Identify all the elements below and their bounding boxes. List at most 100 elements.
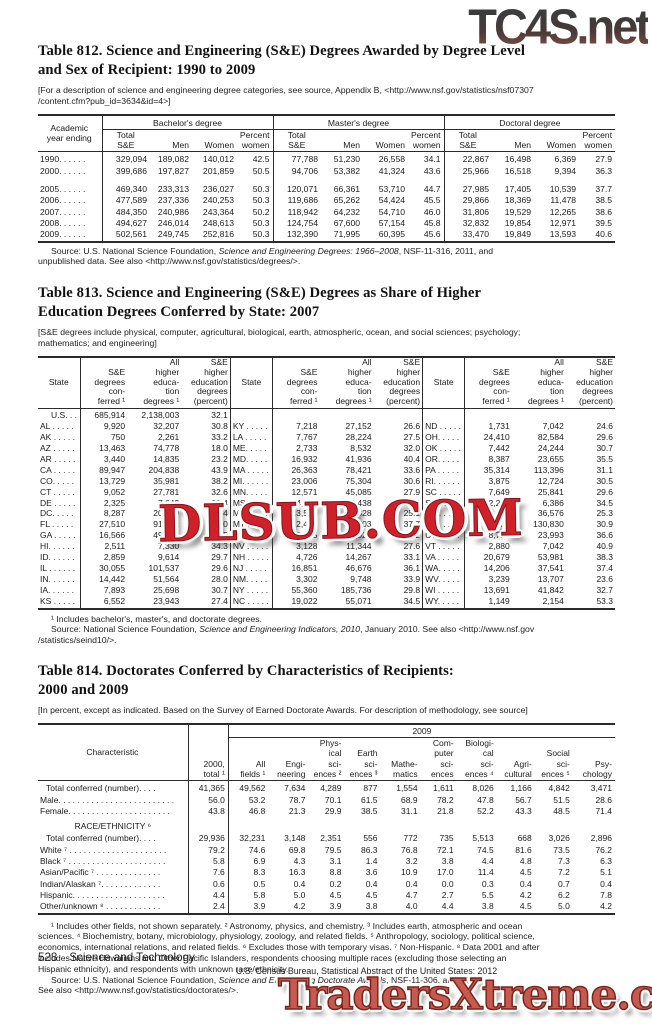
cell: 18.0 — [211, 444, 228, 453]
cell: 30.9 — [596, 520, 613, 530]
cell: 10.9 — [401, 867, 418, 878]
cell: 185,736 — [340, 585, 372, 595]
column-header: All fields ¹ — [227, 737, 269, 781]
cell: 0.0 — [441, 878, 454, 889]
cell: 477,589 — [101, 195, 150, 207]
cell: 240,253 — [202, 195, 234, 206]
column-header: Men — [172, 140, 189, 151]
source-text: , NSF-11-316, 2011, and unpublished data… — [38, 245, 494, 267]
cell: 30.5 — [596, 476, 613, 486]
cell: 29.9 — [324, 805, 342, 816]
source-text: Source: U.S. National Science Foundation… — [51, 974, 219, 985]
row-label: NE . . . . . — [229, 531, 273, 543]
cell: 33.9 — [403, 574, 421, 584]
column-header: All higher educa- tion degrees ¹ — [143, 356, 180, 407]
table-row: 2008. . . . . . 494,627 246,014 248,613 50.3… — [38, 217, 615, 230]
cell: 23.2 — [211, 454, 228, 464]
cell: 3,302 — [271, 574, 320, 586]
row-label: 2009. . . . . . — [40, 229, 86, 240]
cell: 8,787 — [464, 531, 512, 543]
table-814-source: Source: U.S. National Science Foundation… — [38, 975, 615, 997]
cell: 30.7 — [596, 444, 613, 453]
table-row: Total conferred (number). . . . 41,365 49,… — [38, 780, 615, 795]
table-row: CA . . . . . 89,947 204,838 43.9 MA . . . . … — [38, 465, 615, 477]
cell: 51.5 — [553, 794, 570, 805]
cell — [381, 817, 421, 833]
page-number: 528 — [38, 951, 58, 964]
cell: 8,387 — [464, 454, 512, 466]
cell: 4.5 — [329, 889, 342, 900]
row-label: WV. . . . . — [422, 574, 465, 586]
cell: 33.5 — [211, 531, 228, 541]
column-header: Psy- chology — [582, 758, 612, 779]
row-label: Indian/Alaskan ⁷. . . . . . . . . . . . … — [40, 878, 161, 889]
column-header: Total S&E — [101, 129, 150, 152]
cell: 27.9 — [403, 487, 421, 497]
row-label: KY . . . . . — [229, 422, 273, 434]
table-header: Characteristic 2000, total ¹ 2009 All field… — [38, 723, 615, 781]
cell: 4.7 — [405, 889, 418, 900]
table-813-section: Table 813. Science and Engineering (S&E)… — [38, 284, 615, 646]
cell: 50.3 — [252, 195, 270, 206]
cell: 4.4 — [441, 901, 454, 912]
cell: 8.3 — [227, 867, 269, 879]
cell: 12,971 — [549, 217, 577, 228]
cell: 36,576 — [537, 509, 564, 519]
cell: 32.0 — [403, 444, 421, 453]
cell: 1.4 — [365, 856, 378, 867]
cell: 9,052 — [79, 487, 128, 499]
cell: 2,511 — [79, 542, 128, 554]
cell: 78.2 — [437, 794, 454, 805]
row-label: ME. . . . . — [229, 444, 273, 455]
table-row: CT . . . . . 9,052 27,781 32.6 MN. . . . . 12… — [38, 487, 615, 499]
column-header: Men — [514, 140, 532, 151]
cell: 1,731 — [464, 422, 512, 434]
cell: 3.9 — [329, 901, 342, 912]
cell: 556 — [363, 833, 378, 844]
cell — [308, 817, 344, 833]
row-label: TX . . . . . — [422, 520, 465, 532]
cell: 29.6 — [596, 433, 613, 443]
table-row: HI. . . . . . 2,511 7,330 34.3 NV . . . . .3… — [38, 542, 615, 554]
table-812-note: [For a description of science and engine… — [38, 85, 534, 106]
row-label: IL . . . . . . — [40, 563, 76, 573]
cell: 32,207 — [153, 422, 180, 432]
cell: 4,289 — [308, 780, 345, 795]
cell: 0.4 — [405, 878, 418, 889]
cell: 14,267 — [345, 553, 372, 563]
table-row: 2007. . . . . . 484,350 240,986 243,364 50.2… — [38, 206, 615, 218]
cell: 7,634 — [268, 780, 309, 795]
column-header: S&E degrees con- ferred ¹ — [79, 356, 128, 409]
table-row: RACE/ETHNICITY ⁶ — [38, 817, 615, 834]
cell: 877 — [344, 780, 381, 795]
source-publication: Science and Engineering Degrees: 1966–20… — [218, 245, 399, 256]
column-header: 2000, total ¹ — [187, 723, 229, 781]
table-row: Black ⁷ . . . . . . . . . . . . . . . . … — [38, 856, 615, 868]
row-label: CA . . . . . — [40, 465, 75, 475]
cell: 34.1 — [408, 151, 445, 166]
cell: 3,875 — [464, 476, 512, 488]
cell: 4.5 — [519, 901, 532, 912]
cell: 25,966 — [443, 165, 493, 178]
cell: 74.5 — [477, 844, 494, 855]
cell: 32.1 — [181, 408, 231, 423]
cell: 25,841 — [537, 487, 564, 497]
cell: 24,244 — [537, 444, 564, 453]
row-label: WI . . . . . — [422, 585, 465, 597]
cell: 33.2 — [211, 433, 228, 443]
cell: 2,859 — [79, 553, 128, 564]
table-814-doctorates-by-characteristics: Characteristic 2000, total ¹ 2009 All field… — [38, 722, 615, 915]
cell: 8.8 — [329, 867, 342, 878]
cell: 46.8 — [227, 805, 269, 818]
cell — [373, 408, 423, 423]
table-813-source: Source: National Science Foundation, Sci… — [38, 624, 615, 646]
cell: 3,239 — [464, 574, 512, 586]
cell: 13,691 — [464, 585, 512, 597]
cell: 469,340 — [101, 177, 150, 196]
cell: 6,503 — [350, 520, 372, 530]
cell: 25.1 — [403, 509, 421, 519]
cell: 29,866 — [443, 195, 493, 207]
row-label: HI. . . . . . — [40, 542, 75, 552]
table-row: Asian/Pacific ⁷ . . . . . . . . . . . . … — [38, 867, 615, 879]
cell: 34.5 — [403, 596, 421, 606]
